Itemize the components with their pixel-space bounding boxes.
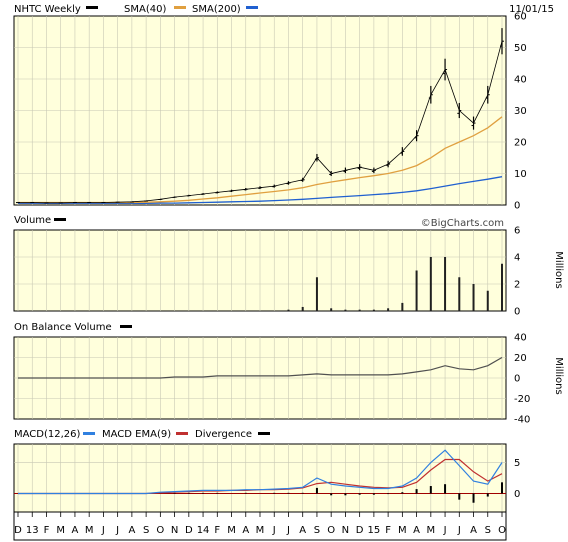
macd-line <box>18 449 503 495</box>
x-axis-label: 15 <box>368 525 381 536</box>
watermark: ©BigCharts.com <box>421 218 504 229</box>
volume-panel: 0 2 4 6 <box>13 226 520 318</box>
sma200-label: SMA(200) <box>192 4 241 15</box>
x-axis-label: O <box>156 525 164 536</box>
x-axis-label: D <box>185 525 193 536</box>
volume-tick-label: 0 <box>514 307 520 318</box>
volume-title: Volume <box>14 215 51 226</box>
macd-label: MACD(12,26) <box>14 429 81 440</box>
macd-tick-label: 5 <box>514 458 520 469</box>
x-axis-label: A <box>128 525 135 536</box>
x-axis-label: F <box>214 525 220 536</box>
macd-panel: 05 <box>13 443 520 513</box>
volume-tick-label: 4 <box>514 253 520 264</box>
x-axis-label: M <box>398 525 407 536</box>
obv-unit: Millions <box>553 357 564 394</box>
price-tick-label: 20 <box>514 138 527 149</box>
price-tick-label: 10 <box>514 169 527 180</box>
x-axis-label: A <box>72 525 79 536</box>
x-axis-label: J <box>101 525 105 536</box>
x-axis-label: O <box>498 525 506 536</box>
obv-tick-label: 0 <box>514 374 520 385</box>
volume-tick-label: 6 <box>514 226 520 237</box>
x-axis-label: F <box>385 525 391 536</box>
x-axis-label: J <box>286 525 290 536</box>
macd-legend-swatch <box>83 432 95 435</box>
divergence-label: Divergence <box>195 429 252 440</box>
obv-line <box>18 356 503 379</box>
price-tick-label: 30 <box>514 106 527 117</box>
x-axis-label: F <box>44 525 50 536</box>
symbol-label: NHTC Weekly <box>14 4 81 15</box>
x-axis-label: 13 <box>26 525 39 536</box>
sma200-legend-swatch <box>246 6 258 9</box>
macd-tick-label: 0 <box>514 489 520 500</box>
obv-tick-label: -40 <box>514 415 530 426</box>
x-axis-label: O <box>327 525 335 536</box>
x-axis-label: J <box>272 525 276 536</box>
price-tick-label: 0 <box>514 201 520 212</box>
x-axis-label: J <box>457 525 461 536</box>
x-axis-label: N <box>171 525 178 536</box>
obv-tick-label: 40 <box>514 333 527 344</box>
x-axis-label: A <box>470 525 477 536</box>
price-tick-label: 40 <box>514 75 527 86</box>
x-axis-label: D <box>14 525 22 536</box>
obv-tick-label: 20 <box>514 353 527 364</box>
x-axis-label: S <box>485 525 491 536</box>
volume-unit: Millions <box>553 251 564 288</box>
sma40-label: SMA(40) <box>124 4 166 15</box>
price-panel: 0 10 20 30 40 50 60 <box>13 12 527 212</box>
x-axis-label: N <box>342 525 349 536</box>
x-axis-label: S <box>143 525 149 536</box>
sma200-line <box>18 176 503 205</box>
x-axis-label: M <box>56 525 65 536</box>
obv-tick-label: -20 <box>514 394 530 405</box>
sma40-legend-swatch <box>174 6 186 9</box>
chart-date: 11/01/15 <box>509 4 554 15</box>
x-axis-label: M <box>227 525 236 536</box>
obv-panel: -40 -20 0 20 40 <box>13 333 530 426</box>
x-axis-label: M <box>256 525 265 536</box>
divergence-legend-swatch <box>258 432 270 435</box>
x-axis-label: 14 <box>197 525 210 536</box>
x-axis-label: D <box>356 525 364 536</box>
x-axis-label: A <box>413 525 420 536</box>
x-axis-label: M <box>85 525 94 536</box>
x-axis-label: S <box>314 525 320 536</box>
x-axis-label: J <box>443 525 447 536</box>
x-axis-label: A <box>299 525 306 536</box>
obv-title: On Balance Volume <box>14 322 112 333</box>
x-axis-label: J <box>115 525 119 536</box>
x-axis: D 13 F M A M J J A S O N D 14 F M A M J J A S O N D 15 F M A M J J A S O <box>13 511 507 541</box>
obv-legend-swatch <box>120 325 132 328</box>
price-line <box>18 41 503 204</box>
price-legend-swatch <box>86 6 98 9</box>
macd-ema-label: MACD EMA(9) <box>102 429 171 440</box>
price-tick-label: 50 <box>514 43 527 54</box>
volume-tick-label: 2 <box>514 280 520 291</box>
x-axis-label: A <box>242 525 249 536</box>
x-axis-label: M <box>427 525 436 536</box>
price-tick-label: 60 <box>514 12 527 23</box>
volume-legend-swatch <box>54 218 66 221</box>
macd-ema-legend-swatch <box>176 432 188 435</box>
